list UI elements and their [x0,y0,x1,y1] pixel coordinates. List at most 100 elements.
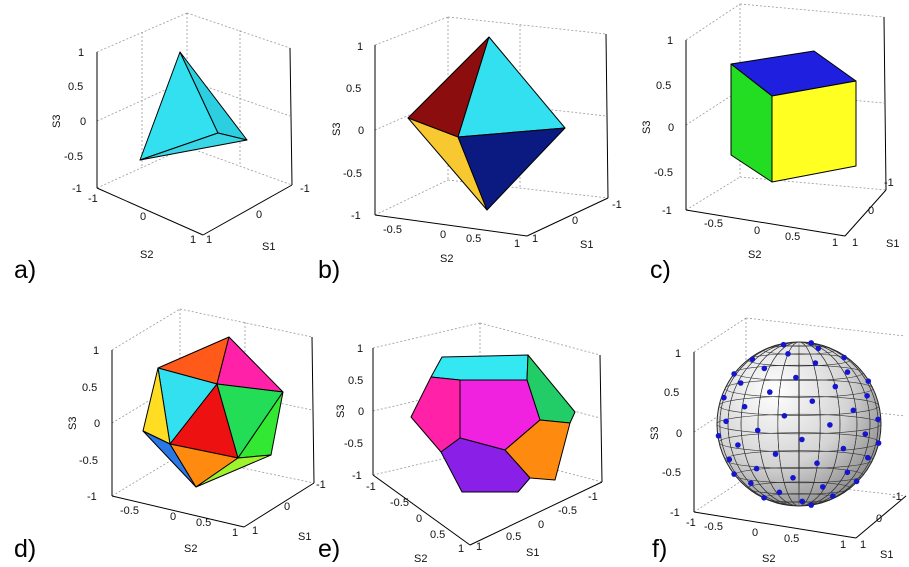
e-zticks-3: 0 [358,406,364,418]
d-yticks-1: 1 [252,525,258,537]
sphere-point [827,422,833,428]
e-xticks-3: 0 [416,513,422,525]
f-xticks-1: -1 [686,517,696,529]
f-yticks-1: 1 [860,539,866,551]
d-zticks-4: -0.5 [79,455,98,467]
sphere-point [844,469,851,476]
ico-face-10 [195,454,272,488]
sphere-point [781,413,788,419]
sphere-longitude-line [740,342,858,506]
dodeca-face-bottom [440,437,531,493]
a-zticks-4: -0.5 [64,151,83,163]
panel-e-dodecahedron [410,354,576,493]
panel-d-icosahedron [142,336,284,488]
sphere-point [780,341,787,348]
panel-a-axes-box [96,12,293,236]
sphere-points [715,340,882,508]
a-zticks-2: 0.5 [68,81,83,93]
d-ylabel: S1 [298,531,311,543]
sphere-point [735,442,741,448]
d-xticks-2: 0 [170,511,176,523]
e-xticks-1: -1 [366,481,376,493]
f-ylabel: S1 [880,549,893,561]
sphere-point [761,365,768,372]
sphere-point [853,478,860,485]
b-yticks-1: 1 [532,233,538,245]
panel-d-label: d) [14,535,36,563]
e-xlabel: S2 [414,553,427,565]
e-yticks-1: 1 [476,541,482,553]
c-yticks-3: -1 [884,177,894,189]
tetra-face-bottom [139,132,248,161]
b-yticks-3: -1 [612,199,622,211]
f-yticks-3: -1 [892,491,902,503]
sphere-point [865,454,871,461]
sphere-point [875,416,881,423]
sphere-point [814,460,820,467]
b-ylabel: S1 [580,239,593,251]
c-xticks-1: -0.5 [704,218,723,230]
a-zticks-3: 0 [80,116,86,128]
d-xticks-4: 1 [232,527,238,539]
c-yticks-1: 1 [852,237,858,249]
sphere-point [721,394,727,401]
f-zticks-1: 1 [675,348,681,360]
panel-b-octahedron [407,36,566,211]
sphere-point [785,351,791,357]
f-xlabel: S2 [762,553,775,565]
sphere-point [772,451,779,457]
e-yticks-2: 0.5 [506,531,521,543]
sphere-point [808,340,814,346]
e-xticks-4: 0.5 [430,529,445,541]
e-xticks-5: 1 [458,543,464,555]
sphere-point [761,495,767,501]
panel-b-label: b) [318,256,340,284]
sphere-point [715,433,722,439]
d-yticks-2: 0 [284,501,290,513]
e-yticks-3: 0 [538,519,544,531]
sphere-point [726,456,733,463]
sphere-point [790,475,796,481]
a-xlabel: S2 [140,249,153,261]
e-ylabel: S1 [526,547,539,559]
c-xlabel: S2 [748,249,761,261]
sphere-point [723,418,729,425]
a-zlabel: S3 [51,115,63,128]
b-xticks-2: 0 [440,229,446,241]
sphere-point [812,360,819,366]
c-xticks-3: 0.5 [785,231,800,243]
d-xticks-1: -0.5 [120,505,139,517]
b-zticks-3: 0 [358,125,364,137]
sphere-point [865,378,872,385]
c-zticks-5: -1 [662,205,672,217]
octa-face-navy [457,127,566,211]
f-zticks-4: -0.5 [662,467,681,479]
a-yticks-2: 0 [256,209,262,221]
panel-c: 1 0.5 0 -0.5 -1 S3 -0.5 0 0.5 1 S2 1 0 -… [641,3,899,284]
b-zticks-2: 0.5 [346,83,361,95]
a-ylabel: S1 [262,241,275,253]
e-zticks-2: 0.5 [348,375,363,387]
sphere-longitude-line [777,342,821,506]
f-yticks-2: 0 [876,513,882,525]
panel-f: 1 0.5 0 -0.5 -1 S3 -1 -0.5 0 0.5 1 S2 1 … [649,317,907,565]
panel-a: 1 0.5 0 -0.5 -1 S3 -1 0 1 S2 1 0 -1 S1 a… [14,12,310,284]
sphere-point [749,356,756,363]
c-zticks-2: 0.5 [656,80,671,92]
e-zlabel: S3 [335,405,347,418]
c-xticks-4: 1 [832,237,838,249]
ico-face-2 [216,336,284,393]
sphere-longitude-line [798,342,800,506]
dodeca-face-right-bottom [504,419,571,481]
c-zticks-4: -0.5 [654,167,673,179]
a-xticks-1: -1 [88,193,98,205]
panel-e: 1 0.5 0 -0.5 -1 S3 -1 -0.5 0 0.5 1 S2 1 … [318,322,603,565]
sphere-point [864,393,870,399]
sphere-point [731,371,737,377]
b-xticks-4: 1 [514,238,520,250]
b-xticks-1: -0.5 [383,224,402,236]
c-ylabel: S1 [886,238,899,250]
sphere-longitude-line [727,342,871,506]
b-xlabel: S2 [440,253,453,265]
sphere-point [841,354,847,361]
